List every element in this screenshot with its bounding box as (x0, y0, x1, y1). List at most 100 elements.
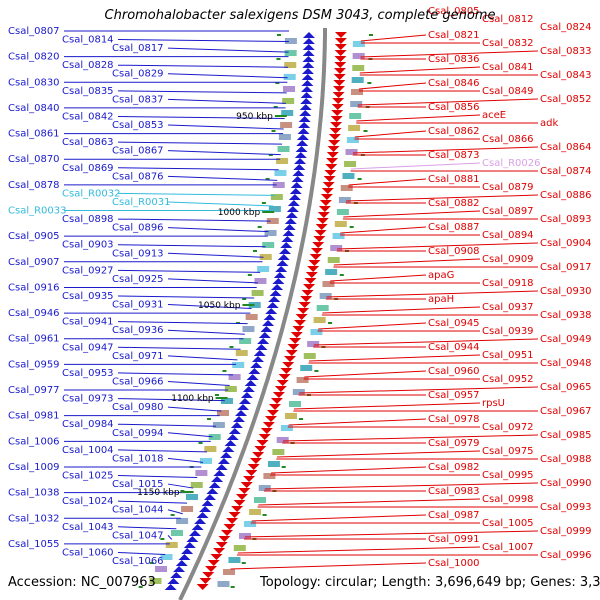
gene-label: Csal_0946 (8, 308, 60, 319)
leader-line (288, 418, 427, 426)
forward-gene-arrow (228, 428, 241, 434)
feature-block (257, 266, 270, 272)
feature-block (235, 350, 248, 356)
reverse-gene-arrow (252, 452, 265, 458)
gene-label: Csal_0985 (540, 430, 592, 441)
forward-gene-arrow (278, 248, 291, 254)
reverse-gene-arrow (330, 116, 343, 122)
gene-label: Csal_0936 (112, 325, 164, 336)
forward-gene-arrow (301, 80, 314, 86)
right-gene-labels: Csal_0805Csal_0812Csal_0824Csal_0821Csal… (428, 6, 592, 569)
scale-label: 1100 kbp (171, 394, 214, 404)
feature-block (277, 146, 290, 152)
leader-line (293, 402, 481, 410)
reverse-gene-arrow (284, 356, 297, 362)
reverse-gene-arrow (274, 386, 287, 392)
reverse-gene-arrow (240, 482, 253, 488)
gene-label: Csal_0805 (428, 6, 480, 17)
feature-block (267, 461, 280, 467)
reverse-gene-arrow (334, 44, 347, 50)
forward-gene-arrow (170, 572, 183, 578)
feature-block (349, 113, 362, 119)
gene-label: Csal_1006 (8, 436, 60, 447)
leader-line (117, 372, 233, 376)
feature-block (155, 566, 168, 572)
gene-label: Csal_1024 (62, 496, 114, 507)
forward-gene-arrow (199, 506, 212, 512)
gene-label: Csal_0965 (540, 382, 592, 393)
forward-gene-arrow (196, 512, 209, 518)
forward-gene-arrow (298, 122, 311, 128)
accession-label: Accession: NC_007963 (8, 575, 156, 590)
forward-gene-arrow (183, 542, 196, 548)
forward-gene-arrow (234, 410, 247, 416)
feature-block (307, 341, 320, 347)
gene-label: Csal_1007 (482, 542, 534, 553)
forward-gene-arrow (230, 422, 243, 428)
gene-label: Csal_0866 (482, 134, 534, 145)
feature-block (190, 482, 203, 488)
reverse-gene-arrow (328, 140, 341, 146)
gene-label: Csal_0909 (482, 254, 534, 265)
track-tick (138, 586, 143, 588)
forward-gene-arrow (292, 170, 305, 176)
forward-gene-arrow (188, 530, 201, 536)
reverse-gene-arrow (258, 434, 271, 440)
leader-line (167, 432, 213, 438)
gene-label: Csal_1044 (112, 505, 164, 516)
feature-block (274, 170, 287, 176)
gene-label: Csal_0842 (62, 111, 114, 122)
feature-block (216, 410, 229, 416)
feature-block (330, 245, 343, 251)
reverse-gene-arrow (333, 74, 346, 80)
gene-label: Csal_0828 (62, 60, 114, 71)
reverse-gene-arrow (304, 278, 317, 284)
gene-label: Csal_0980 (112, 402, 164, 413)
leader-line (117, 192, 275, 196)
gene-label: Csal_0905 (8, 231, 60, 242)
feature-block (238, 533, 251, 539)
feature-block (212, 422, 225, 428)
leader-line (167, 98, 286, 104)
reverse-gene-arrow (314, 230, 327, 236)
right-leader-lines (230, 34, 539, 570)
feature-block (296, 377, 309, 383)
feature-block (217, 581, 230, 587)
forward-gene-arrow (265, 308, 278, 314)
reverse-gene-arrow (307, 266, 320, 272)
forward-gene-arrow (287, 200, 300, 206)
feature-block (283, 86, 296, 92)
forward-gene-arrow (288, 194, 301, 200)
track-tick (242, 298, 247, 300)
gene-label: aceE (482, 110, 506, 121)
gene-label: Csal_0981 (8, 411, 60, 422)
feature-block (352, 41, 365, 47)
forward-gene-arrow (252, 356, 265, 362)
feature-block (284, 62, 297, 68)
gene-label: Csal_0876 (112, 171, 164, 182)
feature-block (270, 194, 283, 200)
gene-label: Csal_0938 (540, 310, 592, 321)
feature-block (352, 53, 365, 59)
gene-label: Csal_0993 (540, 502, 592, 513)
gene-label: Csal_0988 (540, 454, 592, 465)
gene-label: Csal_0999 (540, 526, 592, 537)
feature-block (348, 125, 361, 131)
leader-line (117, 269, 261, 273)
forward-gene-arrow (301, 74, 314, 80)
gene-label: Csal_0948 (540, 358, 592, 369)
reverse-gene-arrow (318, 206, 331, 212)
gene-label: Csal_0931 (112, 300, 164, 311)
gene-label: Csal_0853 (112, 120, 164, 131)
feature-block (248, 302, 261, 308)
leader-line (167, 329, 245, 335)
reverse-gene-arrow (272, 392, 285, 398)
leader-line (357, 98, 539, 106)
forward-gene-arrow (194, 518, 207, 524)
forward-gene-arrow (298, 116, 311, 122)
forward-gene-arrow (302, 44, 315, 50)
track-tick (160, 538, 165, 540)
feature-block (276, 158, 289, 164)
gene-label: Csal_0869 (62, 163, 114, 174)
leader-line (117, 295, 255, 299)
